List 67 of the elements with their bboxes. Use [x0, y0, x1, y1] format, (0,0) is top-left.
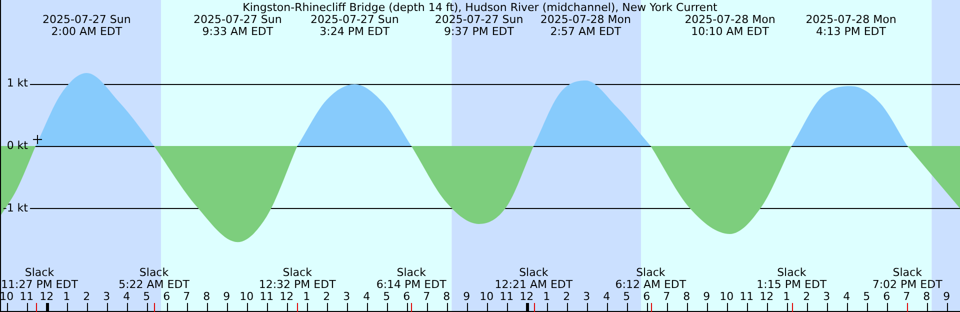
- x-tick-label: 3: [823, 290, 830, 303]
- annotation: Slack 5:22 AM EDT: [118, 266, 190, 291]
- x-tick-label: 11: [20, 290, 34, 303]
- x-tick-label: 2: [323, 290, 330, 303]
- annotation: 2025-07-27 Sun 9:37 PM EDT: [434, 12, 524, 38]
- x-tick-label: 11: [500, 290, 514, 303]
- annotation: Slack 6:14 PM EDT: [376, 266, 447, 291]
- x-tick-label: 9: [703, 290, 710, 303]
- x-tick-label: 10: [480, 290, 494, 303]
- x-tick-label: 4: [123, 290, 130, 303]
- x-tick-label: 1: [63, 290, 70, 303]
- x-tick-label: 9: [463, 290, 470, 303]
- x-tick-label: 8: [923, 290, 930, 303]
- x-tick-label: 4: [603, 290, 610, 303]
- x-tick-label: 5: [383, 290, 390, 303]
- annotation: Slack 11:27 PM EDT: [0, 266, 78, 291]
- x-tick-label: 9: [943, 290, 950, 303]
- x-tick-label: 1: [543, 290, 550, 303]
- x-tick-label: 7: [663, 290, 670, 303]
- x-tick-label: 8: [443, 290, 450, 303]
- x-tick-label: 11: [740, 290, 754, 303]
- x-tick-label: 7: [903, 290, 910, 303]
- x-tick-label: 3: [583, 290, 590, 303]
- x-tick-label: 6: [883, 290, 890, 303]
- annotation: 2025-07-27 Sun 3:24 PM EDT: [310, 12, 399, 38]
- annotation: Slack 12:32 PM EDT: [258, 266, 336, 291]
- x-tick-label: 6: [403, 290, 410, 303]
- x-tick-label: 5: [143, 290, 150, 303]
- x-tick-label: 2: [563, 290, 570, 303]
- x-tick-label: 12: [760, 290, 774, 303]
- x-tick-label: 5: [863, 290, 870, 303]
- x-tick-label: 11: [260, 290, 274, 303]
- annotation: 2025-07-28 Mon 2:57 AM EDT: [540, 12, 631, 38]
- x-tick-label: 10: [0, 290, 14, 303]
- y-tick-label: -1 kt: [2, 201, 29, 214]
- x-tick-label: 3: [103, 290, 110, 303]
- x-tick-label: 7: [183, 290, 190, 303]
- chart-title: Kingston-Rhinecliff Bridge (depth 14 ft), Hudson River (midchannel), New York Current: [242, 0, 718, 14]
- x-tick-label: 8: [683, 290, 690, 303]
- x-tick-label: 4: [363, 290, 370, 303]
- annotation: 2025-07-28 Mon 10:10 AM EDT: [684, 12, 776, 38]
- x-tick-label: 12: [520, 290, 534, 303]
- x-tick-label: 7: [423, 290, 430, 303]
- x-tick-label: 6: [643, 290, 650, 303]
- annotation: Slack 1:15 PM EDT: [756, 266, 827, 291]
- annotation: 2025-07-28 Mon 4:13 PM EDT: [806, 12, 896, 38]
- annotation: Slack 12:21 AM EDT: [494, 266, 573, 291]
- x-tick-label: 10: [240, 290, 254, 303]
- y-tick-label: 0 kt: [6, 138, 29, 152]
- y-tick-label: 1 kt: [6, 76, 29, 90]
- x-tick-label: 4: [843, 290, 850, 303]
- x-tick-label: 6: [163, 290, 170, 303]
- x-tick-label: 1: [783, 290, 790, 303]
- x-tick-label: 1: [303, 290, 310, 303]
- annotation: Slack 7:02 PM EDT: [872, 266, 943, 291]
- x-tick-label: 3: [343, 290, 350, 303]
- x-tick-label: 9: [223, 290, 230, 303]
- x-tick-label: 12: [40, 290, 54, 303]
- x-tick-label: 2: [803, 290, 810, 303]
- x-tick-label: 5: [623, 290, 630, 303]
- x-tick-label: 2: [83, 290, 90, 303]
- annotation: 2025-07-27 Sun 9:33 AM EDT: [193, 12, 282, 38]
- x-tick-label: 12: [280, 290, 294, 303]
- x-tick-label: 10: [720, 290, 734, 303]
- annotation: Slack 6:12 AM EDT: [615, 266, 686, 291]
- x-tick-label: 8: [203, 290, 210, 303]
- annotation: 2025-07-27 Sun 2:00 AM EDT: [42, 12, 131, 38]
